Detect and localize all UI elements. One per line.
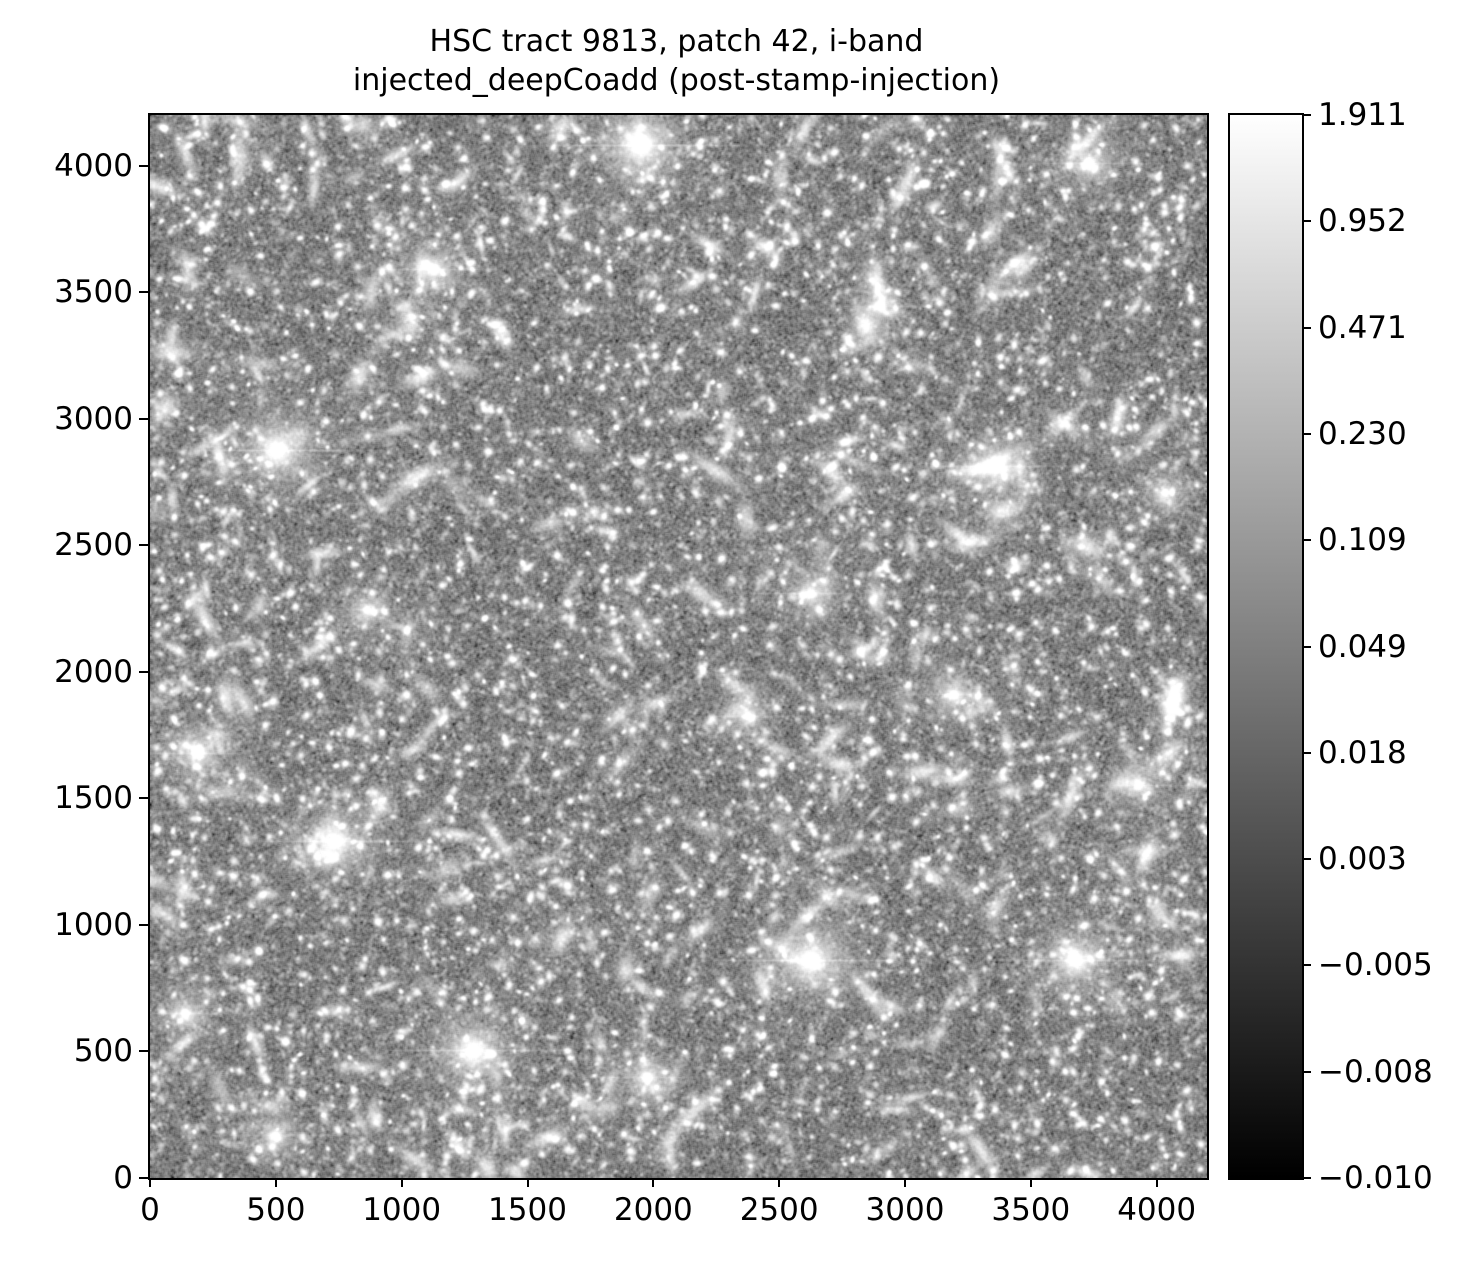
- x-tick-label-0: 0: [140, 1192, 160, 1228]
- x-tick-label-3000: 3000: [865, 1192, 945, 1228]
- x-tick-label-4000: 4000: [1117, 1192, 1197, 1228]
- colorbar-tick-label-10: −0.010: [1318, 1160, 1433, 1196]
- x-tick-label-2500: 2500: [739, 1192, 819, 1228]
- colorbar-tick-label-2: 0.471: [1318, 309, 1407, 346]
- y-tick-label-1000: 1000: [54, 906, 133, 943]
- colorbar-tick-2: [1302, 326, 1311, 329]
- x-tick-1000: [400, 1178, 403, 1187]
- colorbar-tick-7: [1302, 858, 1311, 861]
- colorbar-tick-label-5: 0.049: [1318, 628, 1407, 665]
- colorbar-tick-label-9: −0.008: [1318, 1053, 1433, 1090]
- colorbar-tick-5: [1302, 645, 1311, 648]
- y-tick-4000: [139, 164, 148, 167]
- x-tick-2000: [652, 1178, 655, 1187]
- y-tick-label-3000: 3000: [54, 400, 133, 437]
- y-tick-0: [139, 1177, 148, 1179]
- y-tick-1000: [139, 923, 148, 926]
- colorbar-tick-label-3: 0.230: [1318, 415, 1407, 452]
- y-tick-500: [139, 1050, 148, 1053]
- colorbar-tick-label-7: 0.003: [1318, 841, 1407, 878]
- x-tick-3500: [1029, 1178, 1032, 1187]
- plot-title-line-2: injected_deepCoadd (post-stamp-injection…: [352, 63, 1001, 98]
- colorbar-tick-8: [1302, 964, 1311, 967]
- colorbar-tick-label-8: −0.005: [1318, 947, 1433, 984]
- sky-image: [150, 115, 1207, 1178]
- colorbar-tick-4: [1302, 539, 1311, 542]
- y-tick-1500: [139, 797, 148, 800]
- colorbar-tick-label-0: 1.911: [1318, 97, 1407, 133]
- plot-title-line-1: HSC tract 9813, patch 42, i-band: [429, 24, 924, 59]
- x-tick-0: [149, 1178, 151, 1187]
- x-tick-label-1500: 1500: [488, 1192, 567, 1228]
- plot-title: HSC tract 9813, patch 42, i-band injecte…: [148, 22, 1205, 100]
- y-tick-2500: [139, 544, 148, 547]
- x-tick-2500: [778, 1178, 781, 1187]
- y-tick-2000: [139, 670, 148, 673]
- y-tick-label-2000: 2000: [54, 653, 133, 690]
- colorbar: [1228, 113, 1304, 1180]
- colorbar-tick-1: [1302, 220, 1311, 223]
- sky-image-axes: [148, 113, 1209, 1180]
- y-tick-label-3500: 3500: [54, 274, 133, 311]
- colorbar-tick-3: [1302, 432, 1311, 435]
- x-tick-1500: [526, 1178, 529, 1187]
- y-tick-label-4000: 4000: [54, 147, 133, 184]
- x-tick-4000: [1155, 1178, 1158, 1187]
- y-tick-label-2500: 2500: [54, 527, 133, 564]
- colorbar-tick-label-6: 0.018: [1318, 734, 1407, 771]
- colorbar-tick-label-4: 0.109: [1318, 522, 1407, 559]
- y-tick-3000: [139, 417, 148, 420]
- x-tick-label-2000: 2000: [613, 1192, 693, 1228]
- y-tick-label-0: 0: [113, 1160, 133, 1196]
- colorbar-tick-9: [1302, 1070, 1311, 1073]
- y-tick-label-1500: 1500: [54, 780, 133, 817]
- colorbar-tick-label-1: 0.952: [1318, 203, 1407, 240]
- x-tick-label-500: 500: [246, 1192, 306, 1228]
- x-tick-500: [274, 1178, 277, 1187]
- colorbar-tick-0: [1302, 114, 1311, 116]
- y-tick-label-500: 500: [73, 1033, 133, 1070]
- x-tick-3000: [904, 1178, 906, 1187]
- colorbar-tick-6: [1302, 751, 1311, 754]
- x-tick-label-1000: 1000: [362, 1192, 442, 1228]
- colorbar-tick-10: [1302, 1177, 1311, 1179]
- y-tick-3500: [139, 291, 148, 294]
- x-tick-label-3500: 3500: [991, 1192, 1071, 1228]
